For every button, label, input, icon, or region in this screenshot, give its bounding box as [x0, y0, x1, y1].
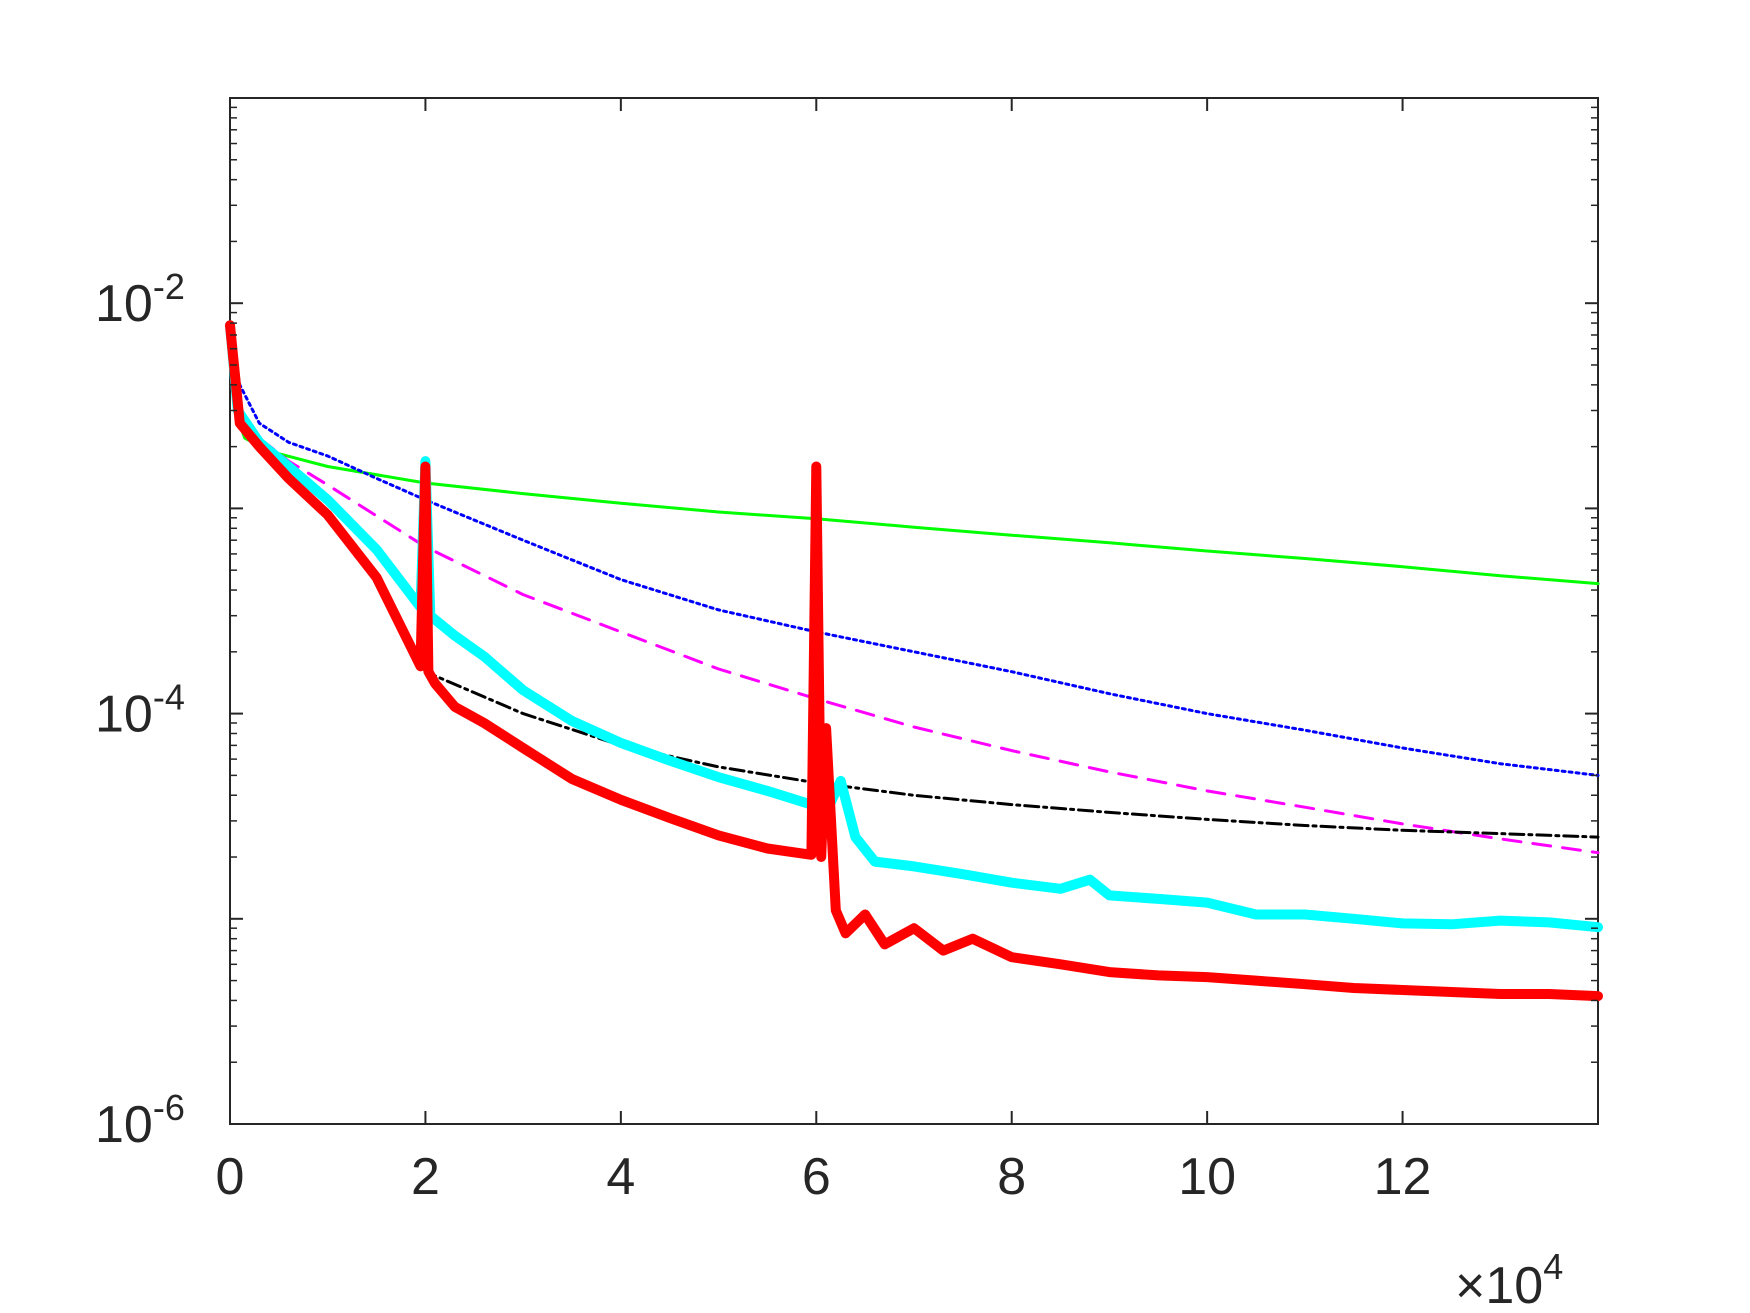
- x-tick-label-4: 8: [997, 1148, 1026, 1206]
- plot-frame: [229, 97, 1599, 1125]
- series-line-1: [228, 327, 1600, 777]
- y-tick-label-0: 10-6: [95, 1087, 185, 1154]
- x-tick-label-2: 4: [606, 1148, 635, 1206]
- labels-layer: 0 2 4 6 8 10 12 10-6 10-4 10-2 ×104: [95, 266, 1563, 1313]
- y-tick-label-1: 10-4: [95, 677, 185, 744]
- y-tick-label-2: 10-2: [95, 266, 185, 333]
- x-tick-label-0: 0: [216, 1148, 245, 1206]
- ticks-layer: [229, 97, 1598, 1125]
- series-line-5: [225, 320, 1603, 1002]
- plot-box: [229, 97, 1599, 1125]
- x-tick-label-3: 6: [802, 1148, 831, 1206]
- x-tick-label-5: 10: [1178, 1148, 1236, 1206]
- x-tick-label-6: 12: [1374, 1148, 1432, 1206]
- x-tick-label-1: 2: [411, 1148, 440, 1206]
- x-multiplier-label: ×104: [1455, 1246, 1563, 1313]
- series-layer: [225, 320, 1603, 1002]
